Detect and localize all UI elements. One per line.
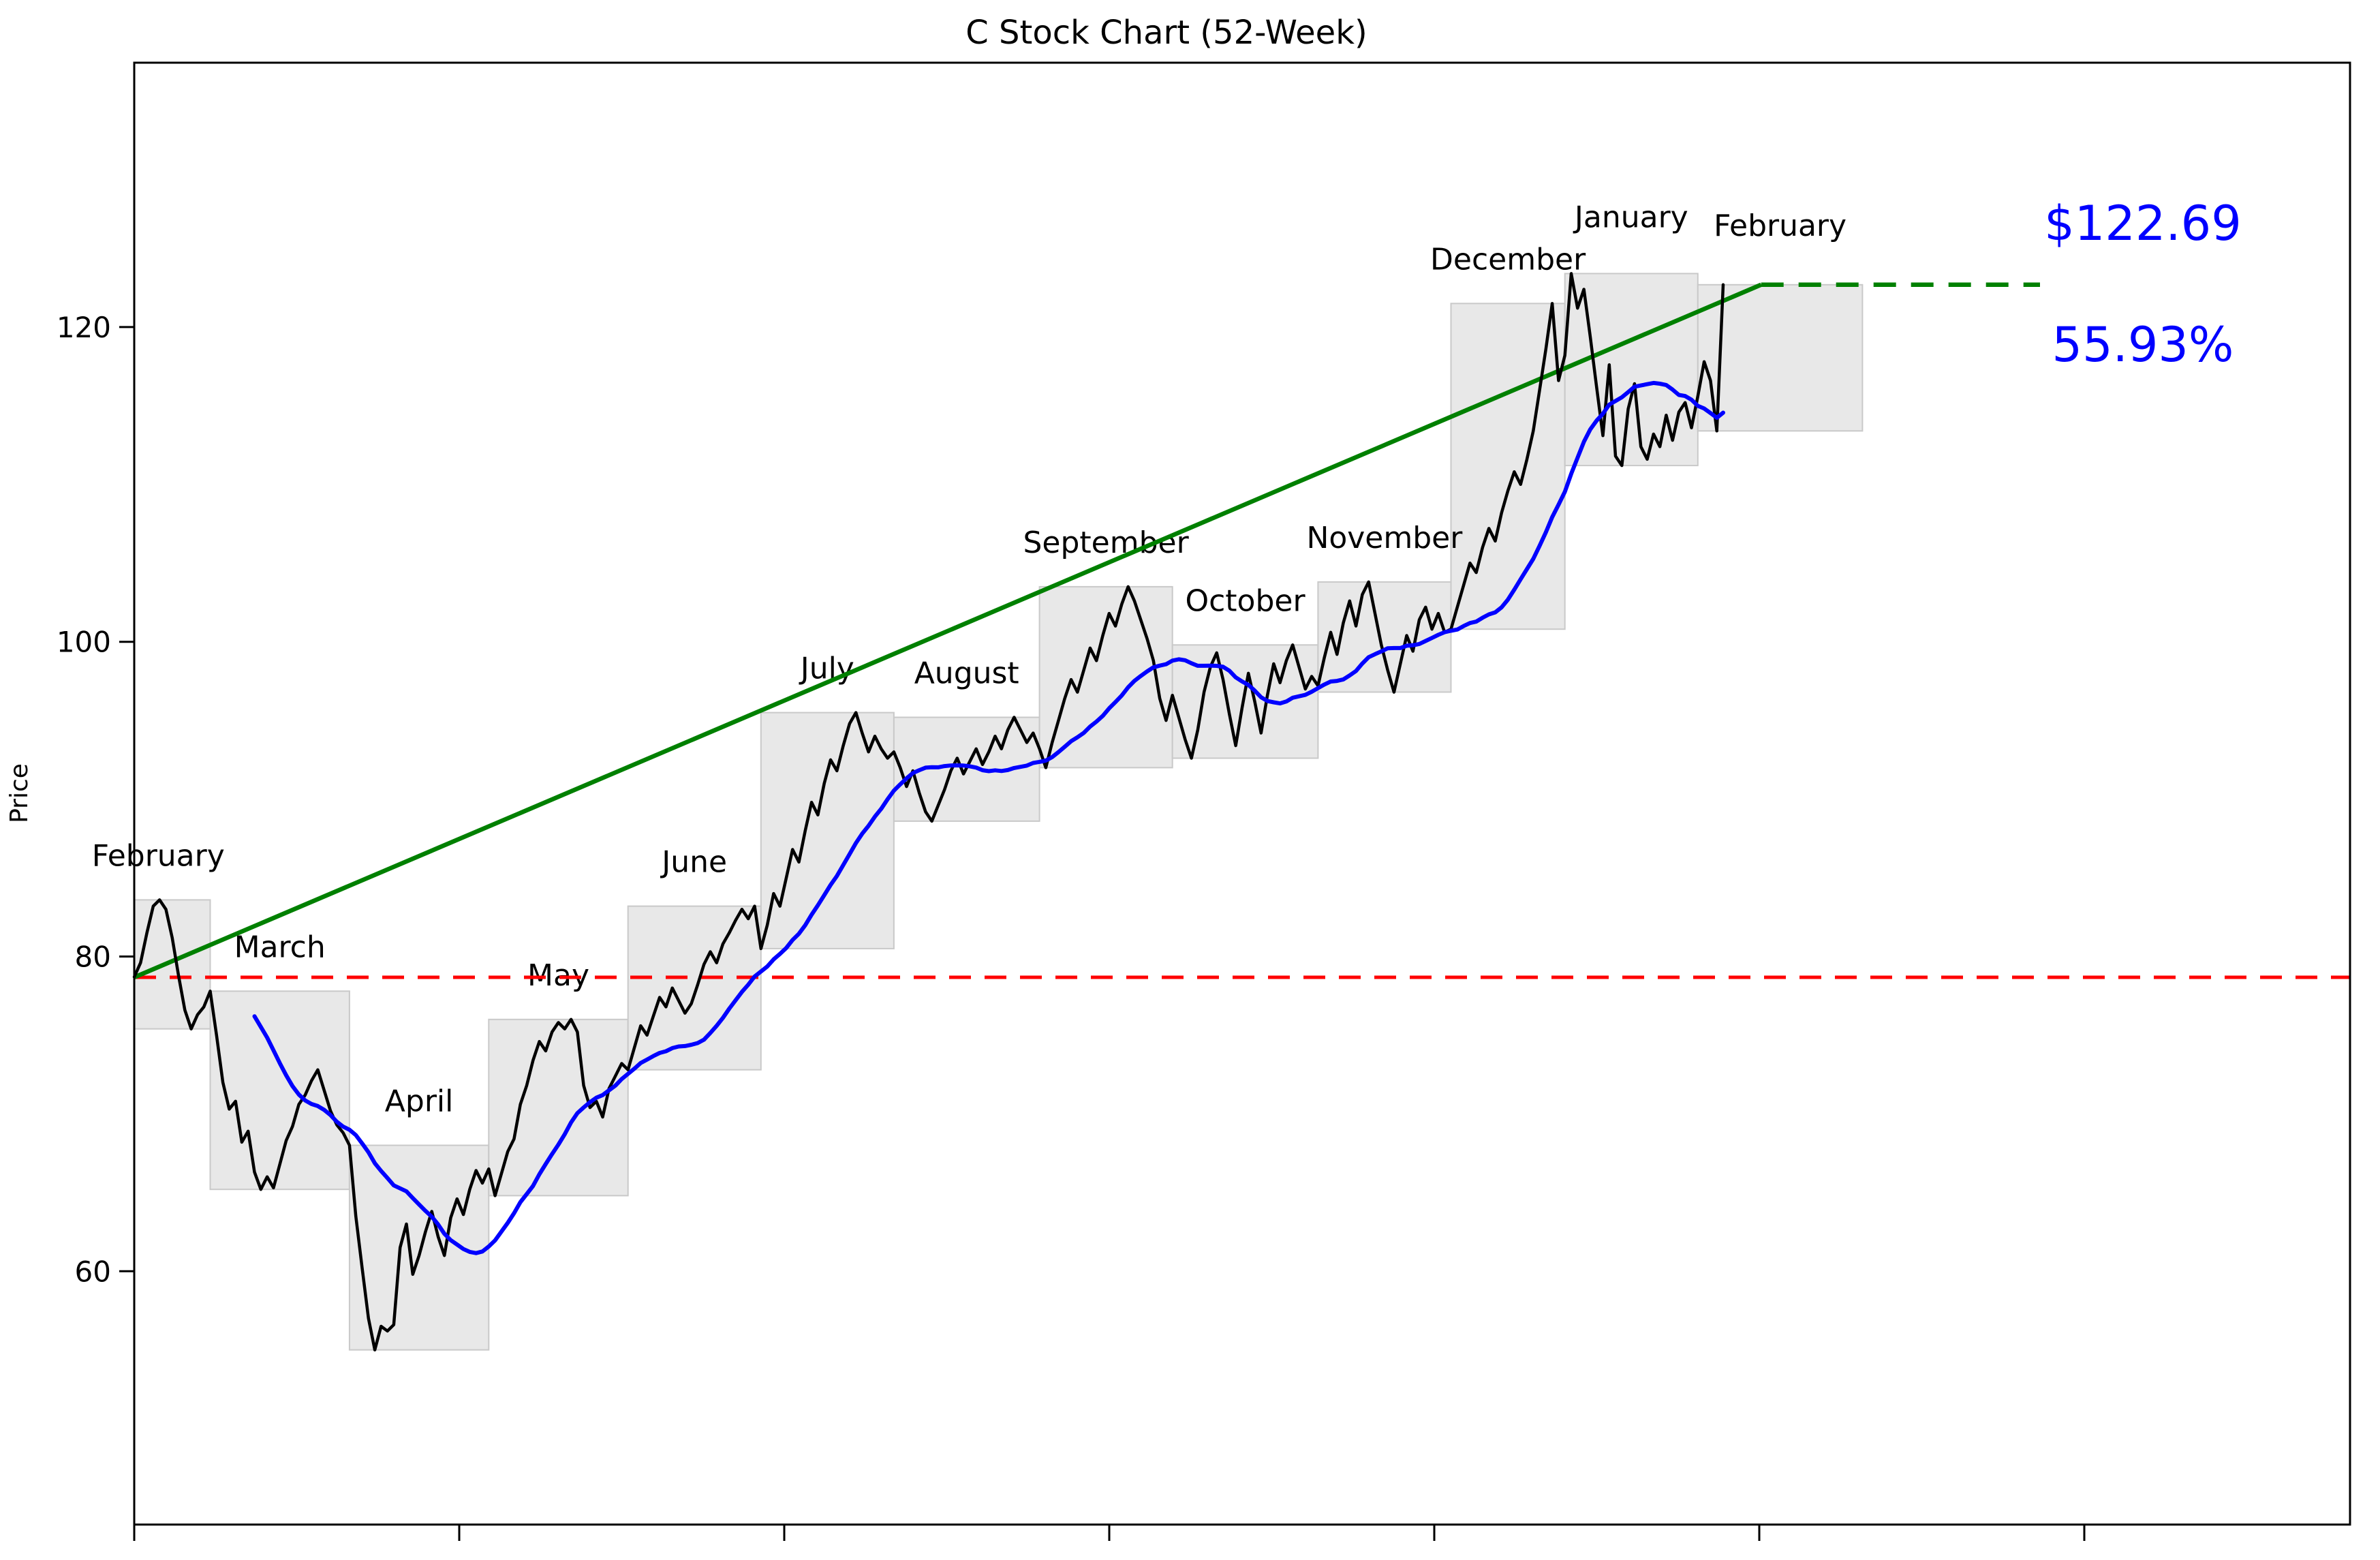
month-label-april: April	[385, 1084, 454, 1119]
month-box-may	[488, 1018, 629, 1197]
plot-border	[133, 61, 2351, 1526]
y-tick-label-80: 80	[75, 940, 111, 974]
month-label-september: September	[1023, 525, 1189, 560]
month-box-april	[348, 1144, 490, 1351]
gain-percent-annotation: 55.93%	[2052, 317, 2234, 373]
y-tick-label-100: 100	[57, 626, 111, 659]
month-label-july: July	[799, 652, 854, 686]
month-label-january: January	[1573, 200, 1688, 234]
current-price-annotation: $122.69	[2044, 196, 2241, 251]
month-label-february: February	[1714, 209, 1846, 243]
y-tick-label-120: 120	[57, 311, 111, 344]
month-box-march	[209, 990, 350, 1191]
month-label-may: May	[527, 958, 589, 993]
y-axis-label: Price	[5, 763, 33, 823]
price-line	[132, 272, 1725, 1351]
y-tick-label-60: 60	[75, 1255, 111, 1288]
chart-title: C Stock Chart (52-Week)	[965, 14, 1367, 52]
month-box-july	[760, 712, 895, 949]
month-box-february	[134, 899, 211, 1030]
trend-line	[133, 282, 1762, 979]
month-label-december: December	[1430, 242, 1586, 277]
month-label-february: February	[92, 838, 225, 873]
month-label-march: March	[234, 930, 326, 964]
plot-area: February March April May June July August Septe…	[57, 61, 2351, 1541]
moving-average-line	[252, 380, 1725, 1255]
month-box-december	[1450, 303, 1566, 630]
month-label-june: June	[660, 845, 727, 880]
month-box-september	[1038, 585, 1173, 769]
month-label-november: November	[1306, 521, 1463, 555]
month-box-february	[1697, 284, 1864, 432]
month-label-october: October	[1185, 583, 1305, 618]
month-label-august: August	[914, 656, 1019, 691]
